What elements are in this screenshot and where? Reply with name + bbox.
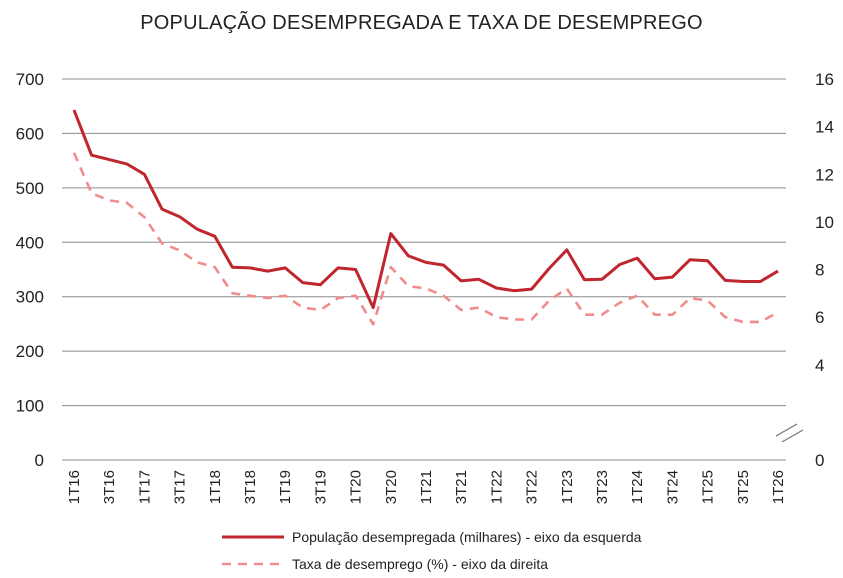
x-tick-label: 1T19 bbox=[277, 470, 294, 504]
x-tick-label: 3T25 bbox=[735, 470, 752, 504]
right-tick-label: 14 bbox=[815, 118, 834, 137]
x-tick-label: 3T16 bbox=[101, 470, 118, 504]
unemployed-population-line bbox=[72, 109, 779, 310]
x-tick-label: 1T24 bbox=[629, 470, 646, 504]
legend-label: População desempregada (milhares) - eixo… bbox=[292, 529, 642, 545]
axis-break-mark bbox=[775, 423, 798, 437]
x-tick-label: 3T24 bbox=[664, 470, 681, 504]
x-tick-label: 3T20 bbox=[383, 470, 400, 504]
x-tick-label: 3T23 bbox=[594, 470, 611, 504]
legend: População desempregada (milhares) - eixo… bbox=[222, 529, 642, 572]
left-tick-label: 200 bbox=[16, 342, 44, 361]
x-tick-label: 1T20 bbox=[348, 470, 365, 504]
unemployment-rate-line bbox=[72, 152, 779, 326]
left-axis-ticks: 0 100 200 300 400 500 600 700 bbox=[16, 70, 44, 470]
right-axis-ticks: 0 4 6 8 10 12 14 16 bbox=[815, 70, 834, 470]
x-tick-label: 3T17 bbox=[172, 470, 189, 504]
gridlines bbox=[62, 78, 786, 461]
x-tick-label: 1T26 bbox=[770, 470, 787, 504]
x-tick-label: 1T21 bbox=[418, 470, 435, 504]
x-tick-label: 1T16 bbox=[66, 470, 83, 504]
left-tick-label: 500 bbox=[16, 179, 44, 198]
x-tick-label: 3T22 bbox=[524, 470, 541, 504]
legend-label: Taxa de desemprego (%) - eixo da direita bbox=[292, 556, 548, 572]
axis-break-mark bbox=[781, 429, 804, 443]
left-tick-label: 600 bbox=[16, 124, 44, 143]
left-tick-label: 300 bbox=[16, 288, 44, 307]
right-tick-label: 16 bbox=[815, 70, 834, 89]
right-tick-label: 4 bbox=[815, 356, 824, 375]
right-tick-label: 0 bbox=[815, 451, 824, 470]
x-tick-label: 1T23 bbox=[559, 470, 576, 504]
right-axis-break-icon bbox=[775, 423, 804, 443]
left-tick-label: 0 bbox=[35, 451, 44, 470]
left-tick-label: 100 bbox=[16, 397, 44, 416]
right-tick-label: 12 bbox=[815, 165, 834, 184]
x-tick-label: 1T25 bbox=[700, 470, 717, 504]
chart-title: POPULAÇÃO DESEMPREGADA E TAXA DE DESEMPR… bbox=[140, 12, 703, 34]
x-tick-label: 1T17 bbox=[136, 470, 153, 504]
x-tick-label: 3T19 bbox=[312, 470, 329, 504]
x-tick-label: 3T21 bbox=[453, 470, 470, 504]
left-tick-label: 400 bbox=[16, 233, 44, 252]
right-tick-label: 10 bbox=[815, 213, 834, 232]
left-tick-label: 700 bbox=[16, 70, 44, 89]
x-tick-label: 1T18 bbox=[207, 470, 224, 504]
x-tick-label: 1T22 bbox=[488, 470, 505, 504]
x-tick-label: 3T18 bbox=[242, 470, 259, 504]
right-tick-label: 8 bbox=[815, 261, 824, 280]
right-tick-label: 6 bbox=[815, 308, 824, 327]
x-axis-ticks: 1T16 3T16 1T17 3T17 1T18 3T18 1T19 3T19 1T20 3T20… bbox=[66, 470, 787, 504]
series-group bbox=[72, 109, 779, 326]
